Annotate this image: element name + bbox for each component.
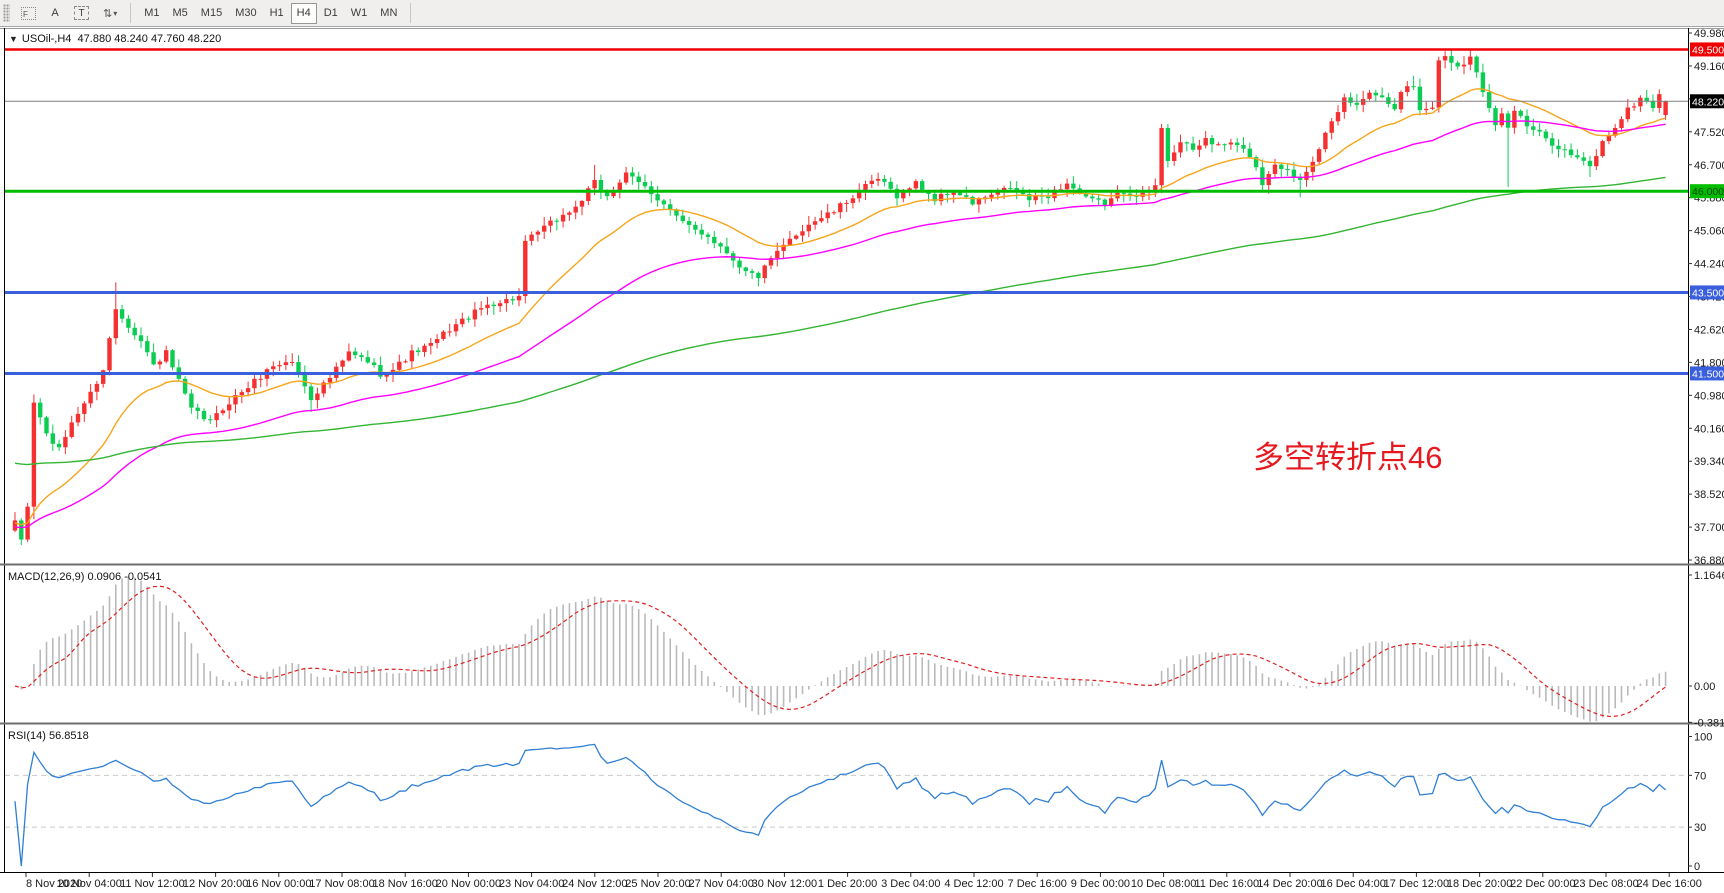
svg-text:100: 100 [1694, 732, 1712, 744]
svg-text:10 Nov 04:00: 10 Nov 04:00 [56, 878, 121, 890]
svg-text:22 Dec 00:00: 22 Dec 00:00 [1510, 878, 1575, 890]
candlestick-series [12, 48, 1668, 546]
svg-text:46.000: 46.000 [1692, 186, 1724, 198]
ma-fast-line [14, 88, 1666, 526]
svg-text:18 Nov 16:00: 18 Nov 16:00 [372, 878, 437, 890]
axes: 49.98049.16048.34047.52046.70045.88045.0… [0, 28, 1724, 890]
svg-text:44.240: 44.240 [1694, 259, 1724, 271]
svg-text:36.880: 36.880 [1694, 555, 1724, 567]
chart-text-annotation[interactable]: 多空转折点46 [1253, 440, 1443, 475]
svg-text:17 Dec 12:00: 17 Dec 12:00 [1384, 878, 1449, 890]
indicator-f-button[interactable]: F [15, 3, 42, 24]
svg-text:40.980: 40.980 [1694, 390, 1724, 402]
svg-text:12 Nov 20:00: 12 Nov 20:00 [183, 878, 248, 890]
svg-text:42.620: 42.620 [1694, 324, 1724, 336]
collapse-triangle-icon[interactable]: ▼ [9, 34, 18, 44]
svg-text:45.060: 45.060 [1694, 226, 1724, 238]
svg-text:24 Dec 16:00: 24 Dec 16:00 [1636, 878, 1701, 890]
svg-text:20 Nov 00:00: 20 Nov 00:00 [436, 878, 501, 890]
toolbar-drag-handle[interactable] [3, 4, 10, 22]
svg-text:48.220: 48.220 [1692, 96, 1724, 108]
svg-text:41.800: 41.800 [1694, 357, 1724, 369]
svg-text:49.980: 49.980 [1694, 28, 1724, 40]
macd-histogram [20, 576, 1667, 722]
timeframe-h1-button[interactable]: H1 [269, 7, 284, 19]
svg-text:11 Nov 12:00: 11 Nov 12:00 [120, 878, 185, 890]
svg-text:40.160: 40.160 [1694, 423, 1724, 435]
f-grid-icon: F [21, 6, 36, 20]
svg-text:0.00: 0.00 [1694, 681, 1715, 693]
timeframe-m15-button[interactable]: M15 [200, 7, 223, 19]
timeframe-m30-button[interactable]: M30 [235, 7, 257, 19]
chart-title: ▼ USOil-,H4 47.880 48.240 47.760 48.220 [9, 33, 221, 45]
svg-text:0: 0 [1694, 861, 1700, 873]
macd-indicator-label: MACD(12,26,9) 0.0906 -0.0541 [8, 571, 162, 583]
timeframe-w1-button[interactable]: W1 [350, 7, 368, 19]
text-tool-icon: T [74, 6, 89, 20]
svg-text:1.1646: 1.1646 [1694, 570, 1724, 582]
svg-text:-0.3812: -0.3812 [1694, 717, 1724, 729]
chevron-down-icon: ▾ [113, 8, 118, 18]
svg-text:24 Nov 12:00: 24 Nov 12:00 [562, 878, 627, 890]
svg-text:9 Dec 00:00: 9 Dec 00:00 [1071, 878, 1130, 890]
timeframe-h4-button[interactable]: H4 [290, 2, 317, 24]
svg-text:47.520: 47.520 [1694, 127, 1724, 139]
svg-text:16 Nov 00:00: 16 Nov 00:00 [246, 878, 311, 890]
svg-text:70: 70 [1694, 770, 1706, 782]
svg-text:23 Nov 04:00: 23 Nov 04:00 [499, 878, 564, 890]
main-price-pane [5, 48, 1688, 546]
rsi-indicator-label: RSI(14) 56.8518 [8, 730, 89, 742]
ma-medium-line [14, 120, 1666, 529]
svg-text:49.500: 49.500 [1692, 44, 1724, 56]
svg-text:38.520: 38.520 [1694, 489, 1724, 501]
chart-area[interactable]: 49.98049.16048.34047.52046.70045.88045.0… [0, 28, 1724, 893]
rsi-line [14, 743, 1667, 867]
svg-text:30 Nov 12:00: 30 Nov 12:00 [752, 878, 817, 890]
toolbar: F A T ⇅ ▾ M1 M5 M15 M30 H1 H4 D1 W1 MN [0, 0, 1724, 27]
svg-text:18 Dec 20:00: 18 Dec 20:00 [1447, 878, 1512, 890]
svg-text:49.160: 49.160 [1694, 61, 1724, 73]
svg-text:46.700: 46.700 [1694, 160, 1724, 172]
svg-text:10 Dec 08:00: 10 Dec 08:00 [1131, 878, 1196, 890]
svg-text:39.340: 39.340 [1694, 456, 1724, 468]
svg-text:16 Dec 04:00: 16 Dec 04:00 [1320, 878, 1385, 890]
ma-slow-line [14, 176, 1666, 466]
svg-text:37.700: 37.700 [1694, 522, 1724, 534]
svg-text:11 Dec 16:00: 11 Dec 16:00 [1194, 878, 1259, 890]
toolbar-separator [410, 3, 412, 23]
macd-pane [14, 576, 1667, 722]
letter-a-button[interactable]: A [51, 7, 59, 19]
svg-text:23 Dec 08:00: 23 Dec 08:00 [1573, 878, 1638, 890]
svg-text:43.500: 43.500 [1692, 287, 1724, 299]
svg-text:41.500: 41.500 [1692, 368, 1724, 380]
text-tool-button[interactable]: T [68, 3, 95, 24]
svg-text:7 Dec 16:00: 7 Dec 16:00 [1008, 878, 1067, 890]
svg-text:25 Nov 20:00: 25 Nov 20:00 [625, 878, 690, 890]
arrows-dropdown-button[interactable]: ⇅ ▾ [97, 3, 123, 24]
svg-text:4 Dec 12:00: 4 Dec 12:00 [944, 878, 1003, 890]
svg-text:3 Dec 04:00: 3 Dec 04:00 [881, 878, 940, 890]
svg-text:27 Nov 04:00: 27 Nov 04:00 [688, 878, 753, 890]
timeframe-m1-button[interactable]: M1 [144, 7, 160, 19]
timeframe-group: M1 M5 M15 M30 H1 H4 D1 W1 MN [138, 2, 403, 24]
chart-canvas[interactable]: 49.98049.16048.34047.52046.70045.88045.0… [0, 28, 1724, 893]
svg-text:30: 30 [1694, 822, 1706, 834]
timeframe-m5-button[interactable]: M5 [172, 7, 188, 19]
chart-title-text: USOil-,H4 47.880 48.240 47.760 48.220 [21, 33, 222, 45]
macd-signal-line [14, 585, 1666, 717]
svg-text:17 Nov 08:00: 17 Nov 08:00 [309, 878, 374, 890]
arrows-icon: ⇅ [103, 7, 112, 20]
timeframe-mn-button[interactable]: MN [380, 7, 398, 19]
svg-text:1 Dec 20:00: 1 Dec 20:00 [818, 878, 877, 890]
rsi-pane [5, 743, 1688, 867]
timeframe-d1-button[interactable]: D1 [323, 7, 338, 19]
toolbar-separator [130, 3, 132, 23]
svg-text:14 Dec 20:00: 14 Dec 20:00 [1257, 878, 1322, 890]
svg-text:8 Nov 2020: 8 Nov 2020 [26, 878, 82, 890]
